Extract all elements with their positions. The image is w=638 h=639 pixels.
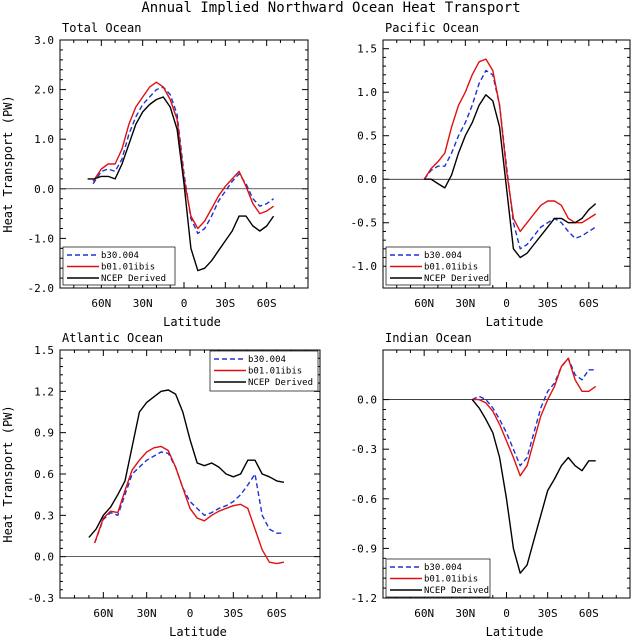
x-tick-label: 60S: [579, 297, 599, 310]
chart-panel: Pacific Ocean -1.0 -0.5 0.0 0.5 1.0 1.5 60N 30N 0…: [351, 21, 631, 329]
panel-title: Indian Ocean: [385, 331, 472, 345]
panel-title: Atlantic Ocean: [62, 331, 163, 345]
chart-panel: Atlantic Ocean -0.3 0.0 0.3 0.6 0.9 1.2 1.5 60N 3…: [1, 331, 321, 639]
panel-title: Pacific Ocean: [385, 21, 479, 35]
x-axis-label: Latitude: [486, 625, 544, 639]
y-tick-label: -0.9: [351, 542, 378, 555]
x-tick-label: 0: [503, 607, 510, 620]
y-tick-label: 1.5: [357, 43, 377, 56]
x-tick-label: 30N: [455, 607, 475, 620]
x-tick-label: 30N: [455, 297, 475, 310]
y-tick-label: 1.0: [357, 86, 377, 99]
series-line: [471, 399, 596, 574]
y-tick-label: -1.0: [351, 260, 378, 273]
y-tick-label: -0.3: [351, 443, 378, 456]
y-tick-label: 1.0: [34, 133, 54, 146]
legend-label: b01.01ibis: [424, 575, 478, 585]
y-tick-label: -2.0: [28, 282, 55, 295]
y-tick-label: 3.0: [34, 34, 54, 47]
y-tick-label: -1.2: [351, 592, 378, 605]
y-tick-label: 0.9: [34, 427, 54, 440]
y-tick-label: 2.0: [34, 84, 54, 97]
y-tick-label: -0.5: [351, 217, 378, 230]
series-line: [92, 86, 275, 235]
chart-panel: Indian Ocean -1.2 -0.9 -0.6 -0.3 0.0 60N 30N 0 30…: [351, 331, 631, 639]
panel-title: Total Ocean: [62, 21, 141, 35]
series-line: [94, 451, 284, 544]
series-line: [423, 58, 597, 233]
x-axis-label: Latitude: [163, 315, 221, 329]
series-line: [87, 96, 275, 272]
x-tick-label: 60N: [414, 297, 434, 310]
x-tick-label: 60N: [91, 297, 111, 310]
legend-label: b30.004: [248, 355, 286, 365]
series-line: [471, 357, 596, 467]
x-tick-label: 60S: [579, 607, 599, 620]
y-tick-label: 1.5: [34, 344, 54, 357]
x-tick-label: 30S: [215, 297, 235, 310]
legend-label: NCEP Derived: [248, 378, 313, 388]
y-tick-label: -0.3: [28, 592, 55, 605]
chart-panel: Total Ocean -2.0 -1.0 0.0 1.0 2.0 3.0 60N 30N 0 30…: [1, 21, 309, 329]
legend-label: b30.004: [101, 251, 139, 261]
legend-label: b30.004: [424, 563, 462, 573]
legend-label: b01.01ibis: [424, 263, 478, 273]
x-tick-label: 60N: [414, 607, 434, 620]
y-tick-label: 0.0: [357, 394, 377, 407]
x-tick-label: 0: [503, 297, 510, 310]
y-tick-label: 0.0: [34, 183, 54, 196]
y-tick-label: 0.3: [34, 509, 54, 522]
y-axis-label: Heat Transport (PW): [1, 405, 15, 542]
series-line: [88, 389, 285, 538]
legend-label: NCEP Derived: [101, 274, 166, 284]
legend-label: NCEP Derived: [424, 586, 489, 596]
y-tick-label: 0.0: [34, 551, 54, 564]
legend-label: b01.01ibis: [101, 263, 155, 273]
legend-label: b01.01ibis: [248, 367, 302, 377]
legend-label: b30.004: [424, 251, 462, 261]
series-line: [94, 445, 285, 565]
series-line: [92, 81, 275, 230]
x-tick-label: 60S: [257, 297, 277, 310]
x-axis-label: Latitude: [169, 625, 227, 639]
x-tick-label: 30S: [538, 297, 558, 310]
legend-label: NCEP Derived: [424, 274, 489, 284]
x-tick-label: 0: [181, 297, 188, 310]
x-tick-label: 30S: [538, 607, 558, 620]
series-line: [424, 94, 597, 259]
y-axis-label: Heat Transport (PW): [1, 95, 15, 232]
x-tick-label: 30N: [137, 607, 157, 620]
y-tick-label: 0.5: [357, 130, 377, 143]
y-tick-label: 0.6: [34, 468, 54, 481]
y-tick-label: -0.6: [351, 493, 378, 506]
x-tick-label: 30S: [223, 607, 243, 620]
figure-title: Annual Implied Northward Ocean Heat Tran…: [141, 0, 520, 16]
x-tick-label: 60N: [93, 607, 113, 620]
y-tick-label: 0.0: [357, 173, 377, 186]
y-tick-label: 1.2: [34, 385, 54, 398]
x-tick-label: 60S: [267, 607, 287, 620]
x-axis-label: Latitude: [486, 315, 544, 329]
series-line: [472, 357, 597, 477]
x-tick-label: 30N: [133, 297, 153, 310]
x-tick-label: 0: [187, 607, 194, 620]
y-tick-label: -1.0: [28, 232, 55, 245]
